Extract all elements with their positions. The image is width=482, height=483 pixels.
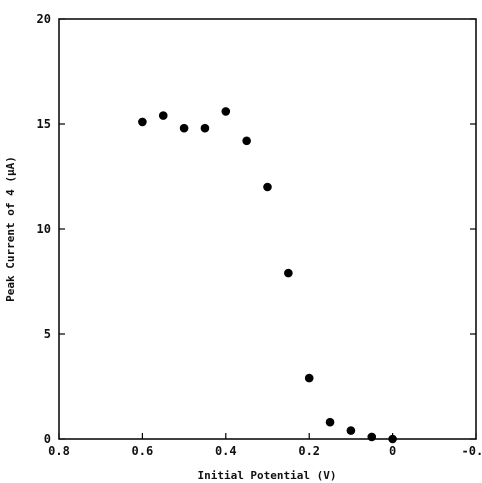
x-tick-label: 0.2 bbox=[298, 444, 320, 458]
y-axis-title: Peak Current of 4 (µA) bbox=[4, 156, 17, 302]
data-point bbox=[388, 434, 397, 444]
data-points bbox=[138, 107, 397, 444]
y-tick-label: 15 bbox=[37, 117, 51, 131]
y-axis-ticks: 0 5 10 15 20 bbox=[37, 12, 476, 446]
x-tick-label: 0.6 bbox=[132, 444, 154, 458]
data-point bbox=[242, 136, 251, 146]
data-point bbox=[221, 107, 231, 116]
plot-frame bbox=[58, 18, 477, 440]
data-point bbox=[179, 123, 189, 133]
data-point bbox=[138, 117, 147, 127]
y-tick-label: 5 bbox=[44, 327, 51, 341]
data-point bbox=[325, 417, 335, 427]
x-axis-title: Initial Potential (V) bbox=[197, 469, 336, 482]
data-point bbox=[367, 432, 377, 442]
x-tick-label: -0.2 bbox=[462, 444, 482, 458]
x-axis-ticks: 0.8 0.6 0.4 0.2 0 -0.2 bbox=[48, 433, 482, 458]
x-tick-label: 0.4 bbox=[215, 444, 237, 458]
data-point bbox=[304, 373, 314, 383]
y-tick-label: 20 bbox=[37, 12, 51, 26]
x-tick-label: 0 bbox=[389, 444, 396, 458]
data-point bbox=[263, 182, 272, 192]
data-point bbox=[200, 123, 210, 133]
data-point bbox=[346, 426, 356, 435]
data-point bbox=[158, 111, 168, 120]
data-point bbox=[284, 268, 293, 278]
x-tick-label: 0.8 bbox=[48, 444, 70, 458]
y-tick-label: 0 bbox=[44, 432, 51, 446]
y-tick-label: 10 bbox=[37, 222, 51, 236]
